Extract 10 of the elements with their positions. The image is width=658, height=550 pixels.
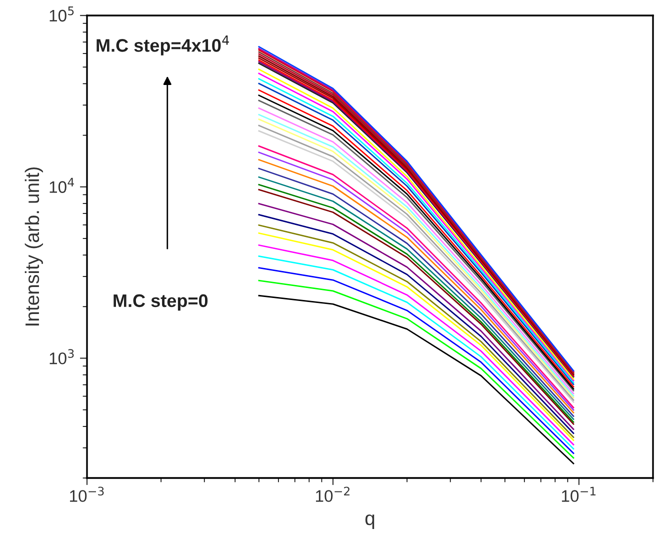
x-tick-label: 10$^{−1}$	[562, 486, 596, 502]
annotation: M.C step=4x10$^{4}$	[96, 36, 229, 56]
x-axis-title: q	[365, 514, 374, 530]
y-tick-label: 10$^{3}$	[50, 349, 74, 364]
annotation: M.C step=0	[114, 294, 208, 311]
x-tick-label: 10$^{−2}$	[316, 486, 350, 502]
y-tick-label: 10$^{4}$	[50, 178, 74, 193]
y-tick-label: 10$^{5}$	[50, 6, 74, 22]
y-axis-title: Intensity (arb. unit)	[24, 167, 43, 326]
x-tick-label: 10$^{−3}$	[70, 486, 104, 502]
